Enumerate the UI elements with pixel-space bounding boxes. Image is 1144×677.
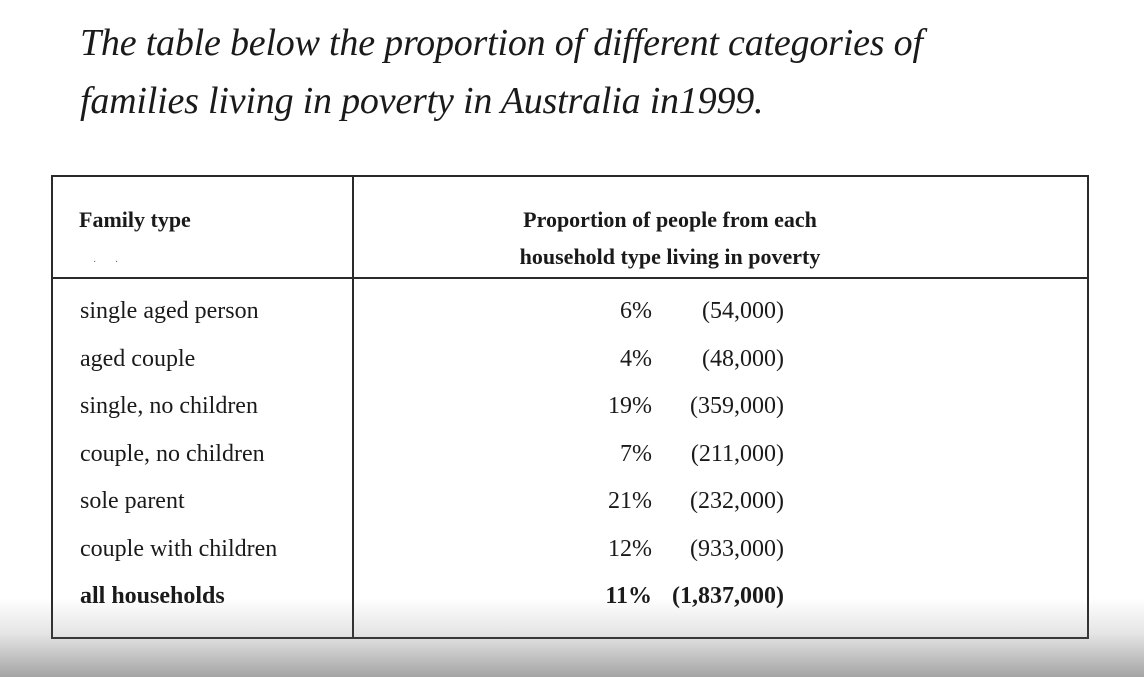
- table-row: couple with children 12% (933,000): [53, 536, 1087, 584]
- row-family-type: single aged person: [80, 298, 259, 324]
- caption-line-1: The table below the proportion of differ…: [80, 22, 923, 64]
- row-percent: 7%: [620, 441, 652, 467]
- header-proportion: Proportion of people from each household…: [354, 201, 1089, 275]
- row-count: (54,000): [702, 298, 784, 324]
- header-divider: [53, 277, 1087, 279]
- scan-speck: · ·: [93, 257, 127, 268]
- row-family-type: aged couple: [80, 346, 196, 372]
- row-percent: 6%: [620, 298, 652, 324]
- row-count: (48,000): [702, 346, 784, 372]
- row-percent: 12%: [608, 536, 652, 562]
- poverty-table: Family type · · Proportion of people fro…: [51, 175, 1089, 639]
- table-row: aged couple 4% (48,000): [53, 346, 1087, 394]
- row-count: (211,000): [690, 441, 784, 467]
- row-family-type: single, no children: [80, 393, 258, 419]
- table-row: single, no children 19% (359,000): [53, 393, 1087, 441]
- row-percent: 4%: [620, 346, 652, 372]
- caption-line-2: families living in poverty in Australia …: [80, 80, 764, 122]
- row-count: (232,000): [690, 488, 784, 514]
- caption: The table below the proportion of differ…: [80, 14, 1040, 130]
- row-percent: 11%: [605, 583, 652, 609]
- row-percent: 21%: [608, 488, 652, 514]
- row-family-type: all households: [80, 583, 225, 609]
- row-percent: 19%: [608, 393, 652, 419]
- row-count: (933,000): [690, 536, 784, 562]
- header-proportion-line-2: household type living in poverty: [519, 244, 821, 269]
- row-family-type: couple, no children: [80, 441, 265, 467]
- table-row: sole parent 21% (232,000): [53, 488, 1087, 536]
- row-family-type: sole parent: [80, 488, 185, 514]
- header-proportion-line-1: Proportion of people from each: [523, 207, 817, 232]
- column-divider: [352, 177, 354, 637]
- row-count: (1,837,000): [672, 583, 784, 609]
- row-count: (359,000): [690, 393, 784, 419]
- header-family-type: Family type: [79, 207, 191, 232]
- table-row-total: all households 11% (1,837,000): [53, 583, 1087, 631]
- table-row: single aged person 6% (54,000): [53, 298, 1087, 346]
- table-row: couple, no children 7% (211,000): [53, 441, 1087, 489]
- row-family-type: couple with children: [80, 536, 278, 562]
